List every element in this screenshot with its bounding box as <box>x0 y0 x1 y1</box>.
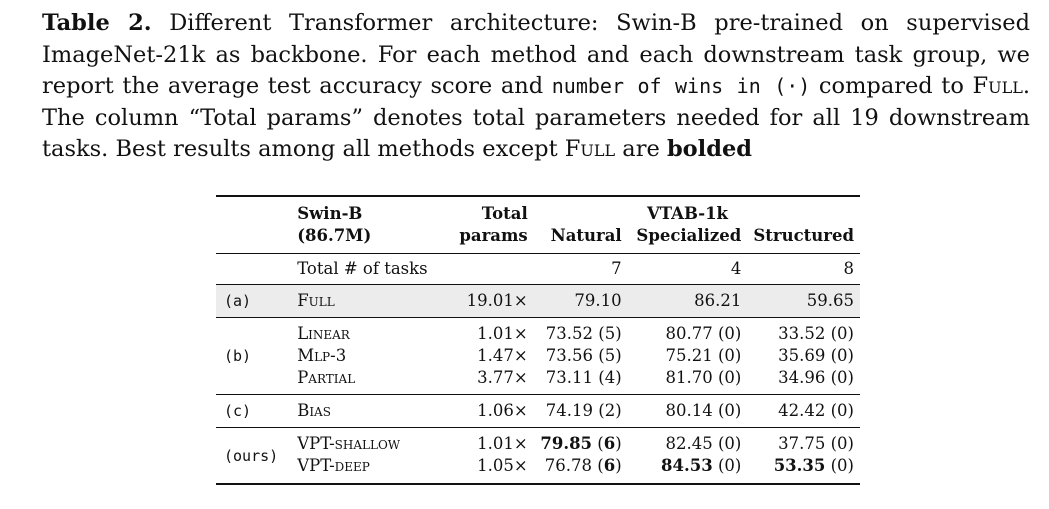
table-row: (a) Full 19.01× 79.10 86.21 59.65 <box>216 284 860 318</box>
total-params: 1.01× <box>477 324 528 343</box>
specialized-score: 86.21 <box>627 284 748 318</box>
wins-notation: number of wins in (·) <box>551 74 811 98</box>
specialized-score: 75.21 (0) <box>665 346 742 365</box>
table-row: Partial 3.77× 73.11 (4) 81.70 (0) 34.96 … <box>216 367 860 395</box>
specialized-score: 82.45 (0) <box>665 434 742 453</box>
structured-score: 42.42 (0) <box>778 401 854 420</box>
total-params: 1.47× <box>477 346 528 365</box>
table-row: VPT-deep 1.05× 76.78 (6) 84.53 (0) 53.35… <box>216 455 860 484</box>
backbone-size-header: (86.7M) <box>297 226 372 245</box>
caption-line-4: The column “Total params” denotes total … <box>42 104 1030 131</box>
structured-score: 33.52 (0) <box>778 324 854 343</box>
total-params-header: Total <box>481 204 528 223</box>
caption-label: Table 2. <box>42 10 152 36</box>
natural-score: 73.11 (4) <box>545 368 622 387</box>
natural-header: Natural <box>550 226 622 245</box>
header-row-2: (86.7M) params Natural Specialized Struc… <box>216 225 860 254</box>
caption-line-1: Table 2. Different Transformer architect… <box>42 10 1030 36</box>
row-group-label: (b) <box>224 347 252 365</box>
table-row: (c) Bias 1.06× 74.19 (2) 80.14 (0) 42.42… <box>216 394 860 428</box>
natural-score: 73.56 (5) <box>545 346 622 365</box>
natural-score: 73.52 (5) <box>545 324 622 343</box>
header-row-1: Swin-B Total VTAB-1k <box>216 196 860 225</box>
row-group-label: (c) <box>224 402 252 420</box>
method-name: VPT-shallow <box>297 434 401 453</box>
table-row: (ours) VPT-shallow 1.01× 79.85 (6) 82.45… <box>216 427 860 465</box>
table-row: (b) Linear 1.01× 73.52 (5) 80.77 (0) 33.… <box>216 317 860 365</box>
specialized-header: Specialized <box>636 226 742 245</box>
specialized-score: 80.77 (0) <box>665 324 742 343</box>
total-params: 1.01× <box>477 434 528 453</box>
full-method-ref: Full <box>972 73 1023 99</box>
structured-score: 37.75 (0) <box>778 434 854 453</box>
structured-score: 34.96 (0) <box>778 368 854 387</box>
full-method-ref: Full <box>564 136 616 162</box>
best-wins: 6 <box>603 434 616 453</box>
method-name: Bias <box>297 401 331 420</box>
table-row: Mlp-3 1.47× 73.56 (5) 75.21 (0) 35.69 (0… <box>216 345 860 367</box>
best-score: 53.35 <box>773 456 826 475</box>
method-name: VPT-deep <box>297 456 370 475</box>
results-table-wrapper: Swin-B Total VTAB-1k (86.7M) params Natu… <box>216 195 860 485</box>
tasks-label: Total # of tasks <box>297 259 428 278</box>
structured-score: 59.65 <box>747 284 860 318</box>
natural-score: 76.78 (6) <box>544 456 622 475</box>
caption-line-2: ImageNet-21k as backbone. For each metho… <box>42 41 1030 68</box>
structured-score: 53.35 (0) <box>773 456 854 475</box>
best-score: 79.85 <box>540 434 593 453</box>
results-table: Swin-B Total VTAB-1k (86.7M) params Natu… <box>216 195 860 485</box>
best-score: 84.53 <box>661 456 713 475</box>
row-group-label: (ours) <box>224 446 279 465</box>
backbone-header: Swin-B <box>297 204 363 223</box>
specialized-score: 81.70 (0) <box>665 368 742 387</box>
table-caption: Table 2. Different Transformer architect… <box>42 8 1030 166</box>
total-params: 3.77× <box>477 368 528 387</box>
caption-line-5: tasks. Best results among all methods ex… <box>42 136 753 162</box>
method-name: Full <box>291 284 438 318</box>
tasks-structured: 8 <box>843 259 855 278</box>
best-wins: 6 <box>603 456 616 475</box>
natural-score: 74.19 (2) <box>545 401 622 420</box>
structured-header: Structured <box>753 226 854 245</box>
method-name: Linear <box>297 324 350 343</box>
specialized-score: 80.14 (0) <box>665 401 742 420</box>
bolded-word: bolded <box>666 136 753 162</box>
caption-line-3: report the average test accuracy score a… <box>42 73 1030 99</box>
specialized-score: 84.53 (0) <box>661 456 742 475</box>
natural-score: 79.85 (6) <box>540 434 622 453</box>
natural-score: 79.10 <box>533 284 628 318</box>
method-name: Partial <box>297 368 356 387</box>
total-params: 1.06× <box>477 401 528 420</box>
params-header: params <box>459 226 528 245</box>
vtab-group-header: VTAB-1k <box>646 204 728 223</box>
tasks-natural: 7 <box>611 259 622 278</box>
structured-score: 35.69 (0) <box>778 346 854 365</box>
total-params: 1.05× <box>477 456 528 475</box>
row-group-label: (a) <box>216 284 292 318</box>
method-name: Mlp-3 <box>297 346 347 365</box>
tasks-row: Total # of tasks 7 4 8 <box>216 253 860 285</box>
tasks-specialized: 4 <box>730 259 742 278</box>
total-params: 19.01× <box>437 284 534 318</box>
